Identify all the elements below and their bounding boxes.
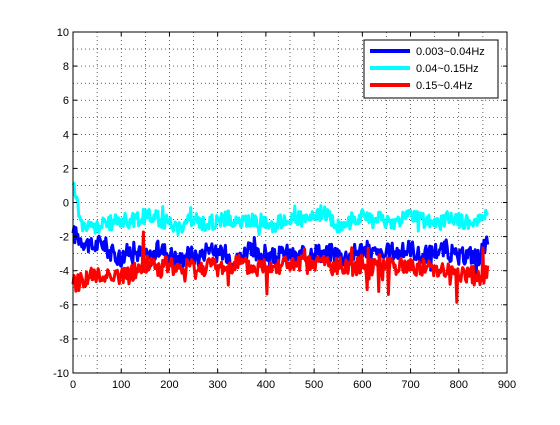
x-tick-label: 300 — [208, 379, 226, 391]
legend-label-2: 0.04~0.15Hz — [416, 63, 479, 75]
y-tick-label: -4 — [59, 266, 69, 278]
y-tick-label: 10 — [57, 27, 69, 39]
axis-ticks: 0 100 200 300 400 500 600 700 800 900 10 8 6 4 2 0 -2 -4 -… — [53, 27, 516, 391]
y-tick-label: -8 — [59, 334, 69, 346]
y-tick-label: 8 — [63, 61, 69, 73]
y-tick-label: -2 — [59, 232, 69, 244]
x-tick-label: 800 — [450, 379, 468, 391]
legend-label-3: 0.15~0.4Hz — [416, 80, 473, 92]
y-tick-label: 4 — [63, 129, 69, 141]
y-tick-label: 2 — [63, 163, 69, 175]
x-tick-label: 900 — [498, 379, 516, 391]
x-tick-label: 200 — [160, 379, 178, 391]
legend: 0.003~0.04Hz 0.04~0.15Hz 0.15~0.4Hz — [363, 39, 499, 99]
series-line-3 — [71, 230, 490, 304]
x-tick-label: 100 — [112, 379, 130, 391]
x-tick-label: 400 — [257, 379, 275, 391]
series-line-2 — [71, 181, 490, 237]
x-tick-label: 0 — [70, 379, 76, 391]
y-tick-label: -6 — [59, 300, 69, 312]
y-tick-label: 6 — [63, 95, 69, 107]
x-tick-label: 600 — [353, 379, 371, 391]
y-tick-label: -10 — [53, 368, 69, 380]
y-tick-label: 0 — [63, 198, 69, 210]
x-tick-label: 700 — [401, 379, 419, 391]
series-layer — [71, 181, 490, 304]
x-tick-label: 500 — [305, 379, 323, 391]
legend-label-1: 0.003~0.04Hz — [416, 46, 485, 58]
